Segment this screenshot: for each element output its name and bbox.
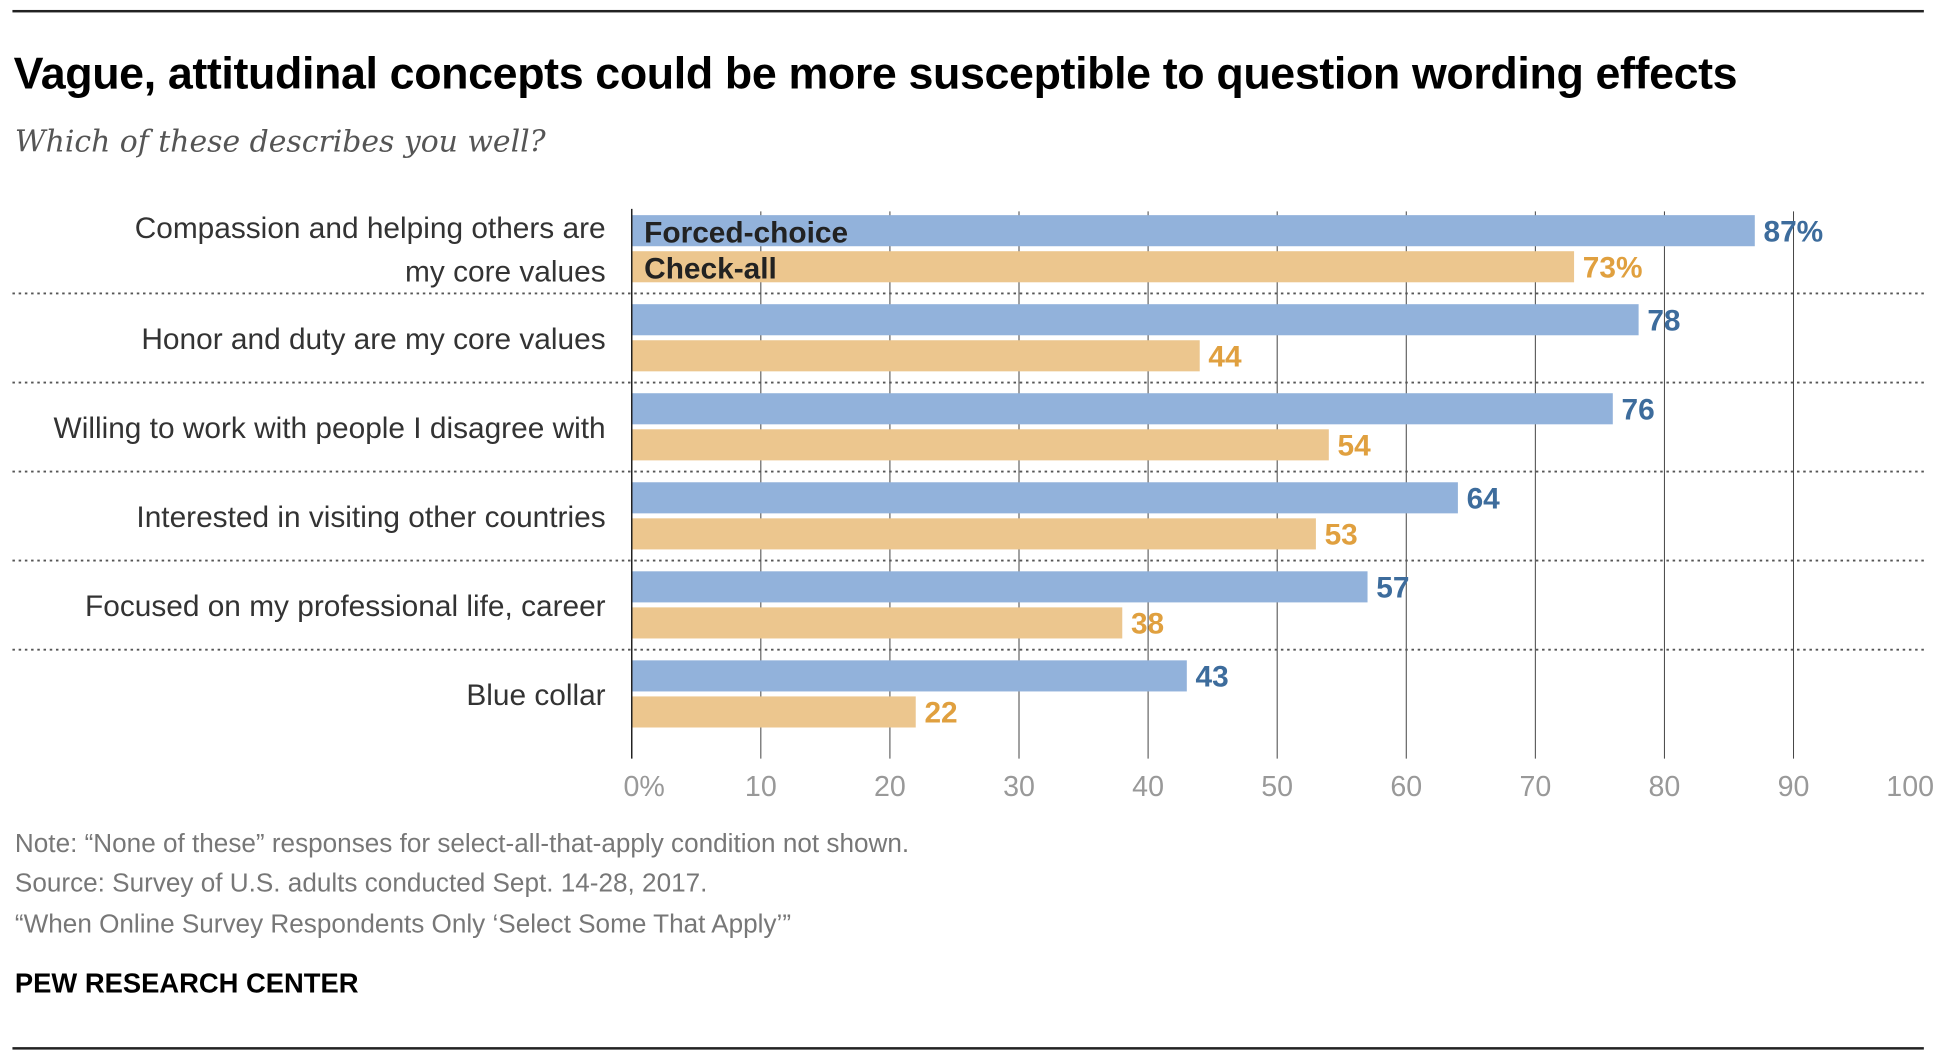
- data-label: 43: [1196, 660, 1229, 693]
- bar-forced-choice: [631, 482, 1458, 514]
- bar-forced-choice: [631, 660, 1187, 692]
- data-label: 73%: [1583, 251, 1643, 284]
- legend-label: Check-all: [644, 253, 777, 286]
- category-label: Interested in visiting other countries: [136, 501, 605, 534]
- chart-subtitle: Which of these describes you well?: [14, 124, 546, 160]
- x-tick-label: 0%: [624, 771, 665, 803]
- bar-forced-choice: [631, 215, 1755, 247]
- legend-label: Forced-choice: [644, 217, 848, 250]
- bar-check-all: [631, 607, 1123, 639]
- data-label: 38: [1131, 607, 1164, 640]
- category-label: Focused on my professional life, career: [85, 590, 606, 623]
- x-tick-label: 40: [1132, 771, 1164, 803]
- bar-check-all: [631, 251, 1575, 283]
- bar-chart: 87% Forced-choice 73% Check-all Compassion a…: [12, 208, 1934, 803]
- bar-check-all: [631, 429, 1329, 461]
- data-label: 54: [1338, 429, 1372, 462]
- brand-logo-text: PEW RESEARCH CENTER: [14, 967, 359, 999]
- data-label: 22: [924, 697, 957, 730]
- x-tick-label: 10: [745, 771, 777, 803]
- x-tick-label: 80: [1649, 771, 1681, 803]
- bar-check-all: [631, 518, 1316, 550]
- bar-forced-choice: [631, 571, 1368, 603]
- note-text: Note: “None of these” responses for sele…: [14, 829, 910, 859]
- data-label: 44: [1208, 340, 1242, 373]
- category-label: Compassion and helping others are: [135, 212, 606, 245]
- chart-title: Vague, attitudinal concepts could be mor…: [13, 47, 1738, 99]
- category-label: my core values: [405, 256, 606, 289]
- x-tick-label: 100: [1886, 771, 1934, 803]
- bar-forced-choice: [631, 393, 1613, 425]
- x-tick-label: 30: [1003, 771, 1035, 803]
- source-text: Source: Survey of U.S. adults conducted …: [14, 869, 708, 898]
- data-label: 64: [1467, 482, 1501, 515]
- data-label: 87%: [1763, 215, 1823, 248]
- top-rule: [12, 9, 1924, 12]
- category-label: Blue collar: [466, 679, 605, 712]
- category-label: Honor and duty are my core values: [141, 323, 605, 356]
- report-title-text: “When Online Survey Respondents Only ‘Se…: [14, 910, 792, 939]
- x-tick-label: 50: [1261, 771, 1293, 803]
- bar-check-all: [631, 340, 1200, 372]
- category-label: Willing to work with people I disagree w…: [54, 412, 606, 445]
- bar-forced-choice: [631, 304, 1639, 336]
- bottom-rule: [12, 1047, 1924, 1049]
- x-tick-label: 90: [1778, 771, 1810, 803]
- bar-check-all: [631, 696, 916, 728]
- data-label: 78: [1647, 304, 1680, 337]
- data-label: 76: [1622, 393, 1655, 426]
- data-label: 53: [1325, 518, 1358, 551]
- x-tick-label: 60: [1390, 771, 1422, 803]
- x-tick-label: 20: [874, 771, 906, 803]
- data-label: 57: [1376, 571, 1409, 604]
- x-tick-label: 70: [1519, 771, 1551, 803]
